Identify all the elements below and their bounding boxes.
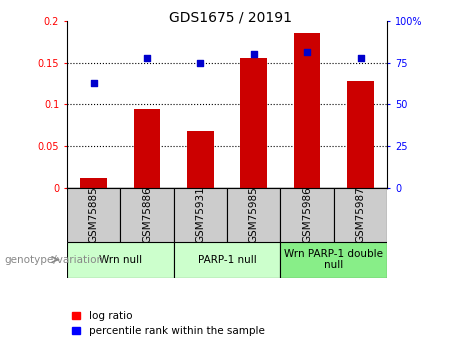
Legend: log ratio, percentile rank within the sample: log ratio, percentile rank within the sa… [72, 311, 265, 336]
Point [197, 60, 204, 65]
Bar [280, 188, 334, 241]
Bar [67, 241, 174, 278]
Bar [120, 188, 174, 241]
Text: PARP-1 null: PARP-1 null [198, 255, 256, 265]
Bar [134, 109, 160, 188]
Bar [227, 188, 280, 241]
Text: GSM75931: GSM75931 [195, 186, 205, 243]
Point [250, 51, 257, 57]
Point [303, 50, 311, 55]
Bar [280, 241, 387, 278]
Text: GSM75885: GSM75885 [89, 186, 99, 243]
Bar [347, 81, 374, 188]
Text: GSM75985: GSM75985 [249, 186, 259, 243]
Text: GSM75987: GSM75987 [355, 186, 366, 243]
Bar [174, 188, 227, 241]
Bar [240, 58, 267, 188]
Point [90, 80, 97, 85]
Bar [187, 131, 214, 188]
Text: Wrn null: Wrn null [99, 255, 142, 265]
Bar [334, 188, 387, 241]
Text: genotype/variation: genotype/variation [5, 255, 104, 265]
Text: Wrn PARP-1 double
null: Wrn PARP-1 double null [284, 249, 384, 270]
Bar [174, 241, 280, 278]
Point [357, 55, 364, 60]
Text: GSM75886: GSM75886 [142, 186, 152, 243]
Point [143, 55, 151, 60]
Bar [67, 188, 120, 241]
Text: GDS1675 / 20191: GDS1675 / 20191 [169, 10, 292, 24]
Text: GSM75986: GSM75986 [302, 186, 312, 243]
Bar [80, 178, 107, 188]
Bar [294, 33, 320, 188]
